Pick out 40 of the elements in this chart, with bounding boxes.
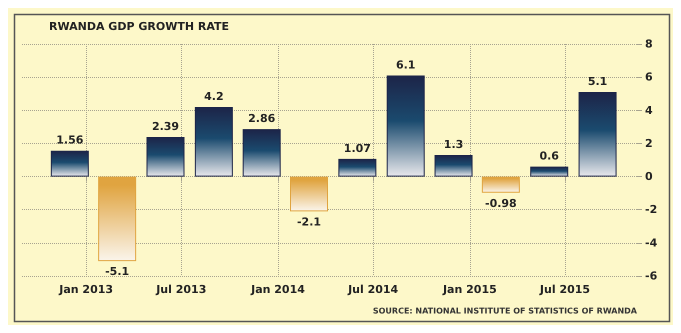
- bar: [386, 75, 425, 177]
- data-label: 1.56: [56, 134, 84, 147]
- data-label: 2.39: [152, 120, 180, 133]
- bar: [482, 176, 520, 193]
- bar: [530, 166, 568, 177]
- data-label: 1.07: [344, 142, 371, 155]
- bar: [434, 155, 473, 177]
- data-label: -0.98: [485, 196, 517, 210]
- x-tick-label: Jul 2014: [347, 283, 399, 296]
- data-label: 6.1: [396, 58, 416, 72]
- data-label: -2.1: [296, 215, 322, 228]
- bar: [194, 106, 233, 177]
- bar: [98, 176, 136, 262]
- bar: [290, 176, 328, 212]
- y-tick-label: 6: [645, 70, 653, 84]
- data-label: 0.6: [539, 150, 560, 163]
- data-label: -5.1: [105, 265, 130, 278]
- bar: [578, 92, 617, 177]
- bar: [50, 150, 89, 177]
- data-label: 2.86: [248, 112, 276, 126]
- bar: [146, 136, 184, 177]
- data-label: 4.2: [204, 90, 224, 103]
- y-tick-label: 0: [645, 170, 653, 184]
- x-tick-label: Jan 2014: [250, 283, 306, 296]
- data-label: 1.3: [444, 138, 464, 152]
- y-tick-label: 2: [645, 136, 653, 150]
- bar: [338, 158, 376, 177]
- x-tick-label: Jan 2013: [58, 283, 114, 296]
- x-tick-label: Jul 2015: [538, 283, 590, 296]
- x-tick-label: Jan 2015: [442, 283, 497, 296]
- y-tick-label: -2: [645, 203, 658, 216]
- x-tick-label: Jul 2013: [155, 283, 206, 296]
- data-label: 5.1: [588, 75, 608, 88]
- y-tick-label: 4: [645, 104, 653, 117]
- y-tick-label: 8: [645, 38, 653, 50]
- y-tick-label: -4: [645, 236, 658, 250]
- source-note: SOURCE: NATIONAL INSTITUTE OF STATISTICS OF RWANDA: [372, 306, 638, 316]
- y-tick-label: -6: [645, 270, 658, 282]
- bar: [242, 129, 281, 177]
- chart-title: RWANDA GDP GROWTH RATE: [49, 20, 230, 33]
